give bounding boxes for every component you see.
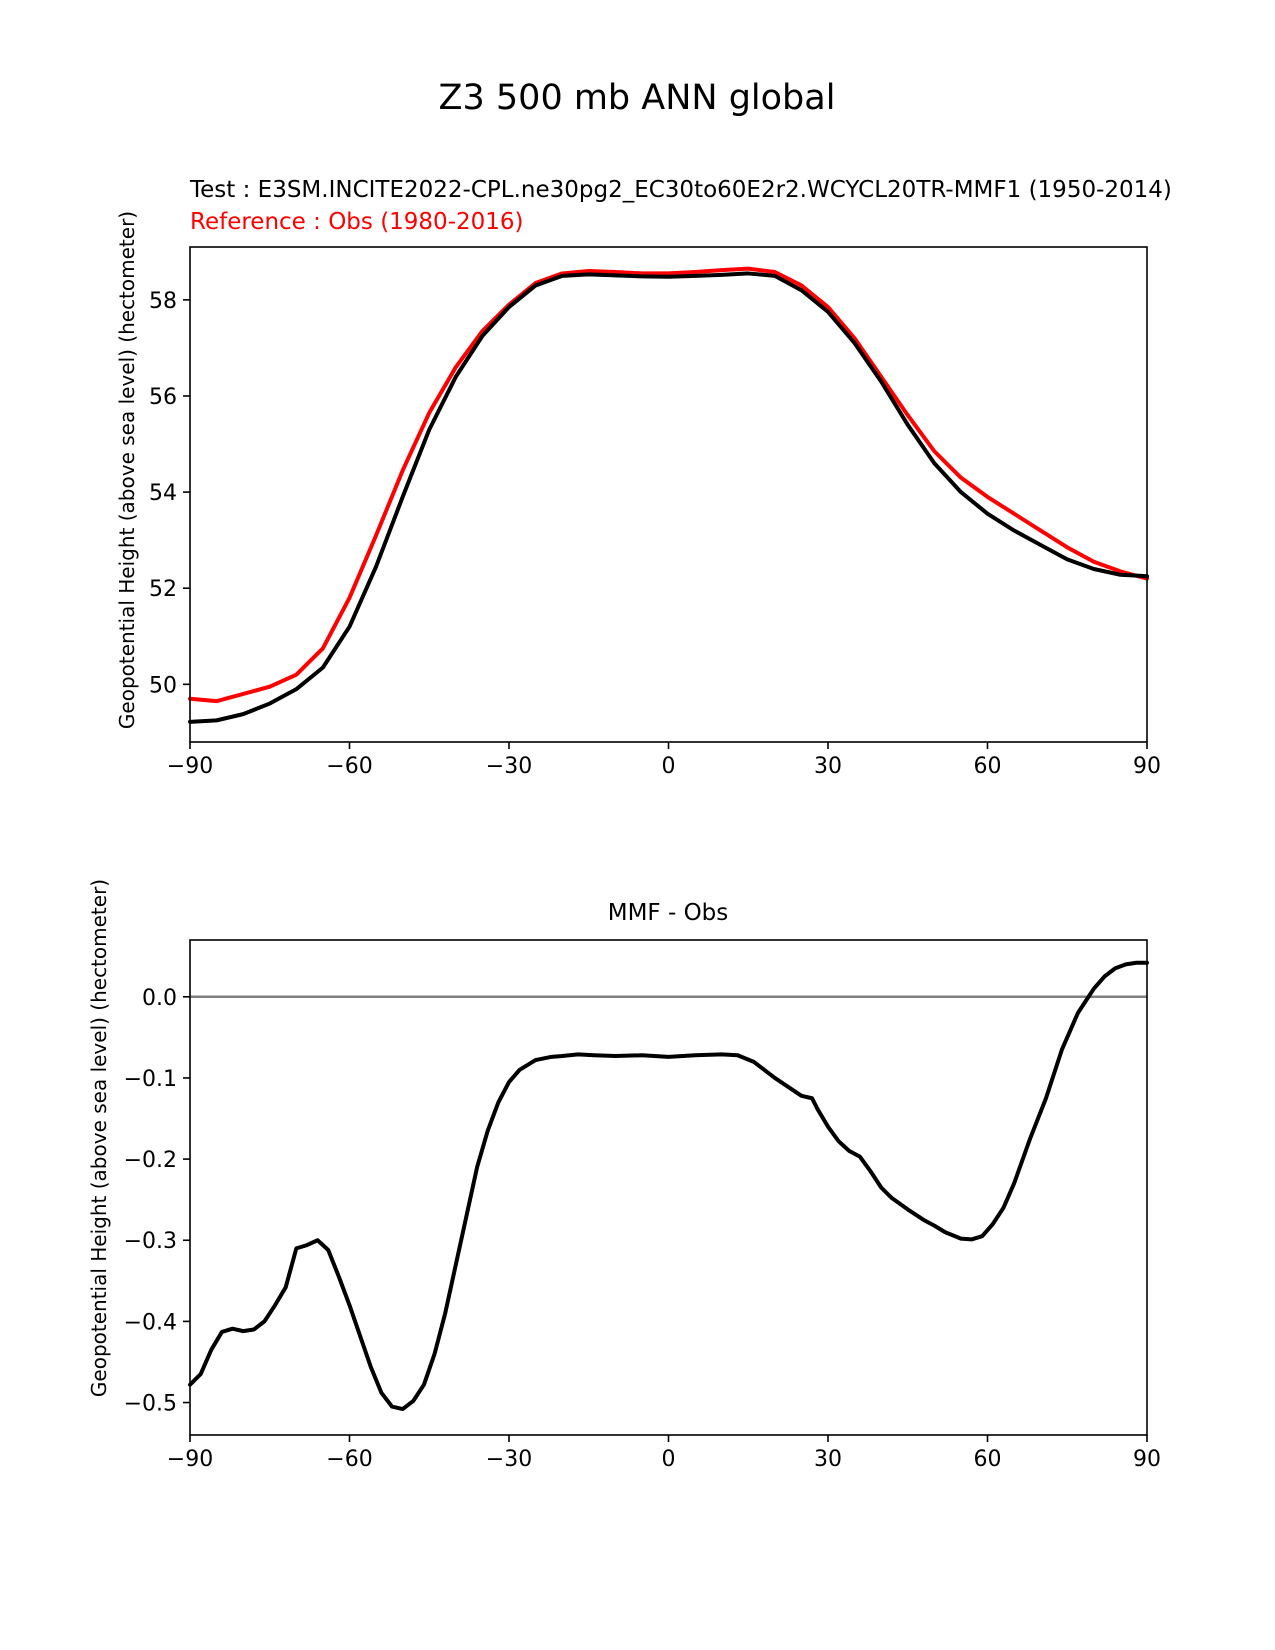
x-tick-label: −60 — [326, 754, 372, 779]
test-title: Test : E3SM.INCITE2022-CPL.ne30pg2_EC30t… — [189, 177, 1172, 203]
x-tick-label: 30 — [814, 1447, 842, 1472]
y-tick-label: 54 — [149, 481, 177, 506]
series-line-0 — [188, 960, 1149, 1412]
series-line-1 — [188, 271, 1149, 724]
x-tick-label: −30 — [486, 754, 532, 779]
y-tick-label: 58 — [149, 289, 177, 314]
y-tick-label: −0.4 — [124, 1310, 177, 1335]
y-tick-label: 56 — [149, 385, 177, 410]
y-tick-label: −0.1 — [124, 1067, 177, 1092]
x-tick-label: 30 — [814, 754, 842, 779]
y-tick-label: −0.3 — [124, 1229, 177, 1254]
x-tick-label: 60 — [974, 754, 1002, 779]
reference-title: Reference : Obs (1980-2016) — [190, 209, 524, 235]
x-tick-label: −90 — [167, 754, 213, 779]
figure-suptitle: Z3 500 mb ANN global — [439, 78, 836, 118]
x-tick-label: −30 — [486, 1447, 532, 1472]
x-tick-label: 90 — [1133, 754, 1161, 779]
x-tick-label: 0 — [662, 754, 676, 779]
y-tick-label: 52 — [149, 577, 177, 602]
x-tick-label: −90 — [167, 1447, 213, 1472]
axes-frame — [189, 939, 1148, 1436]
y-tick-label: −0.2 — [124, 1148, 177, 1173]
diff-title: MMF - Obs — [608, 900, 729, 926]
axes-frame — [189, 246, 1148, 743]
bottom-ylabel: Geopotential Height (above sea level) (h… — [87, 879, 111, 1397]
y-tick-label: −0.5 — [124, 1392, 177, 1417]
top-ylabel: Geopotential Height (above sea level) (h… — [115, 211, 139, 729]
series-line-0 — [188, 266, 1149, 704]
x-tick-label: 90 — [1133, 1447, 1161, 1472]
y-tick-label: 50 — [149, 673, 177, 698]
x-tick-label: 0 — [662, 1447, 676, 1472]
x-tick-label: 60 — [974, 1447, 1002, 1472]
top-panel: Test : E3SM.INCITE2022-CPL.ne30pg2_EC30t… — [115, 177, 1172, 779]
x-tick-label: −60 — [326, 1447, 372, 1472]
bottom-panel: MMF - Obs Geopotential Height (above sea… — [87, 879, 1161, 1472]
y-tick-label: 0.0 — [142, 986, 177, 1011]
